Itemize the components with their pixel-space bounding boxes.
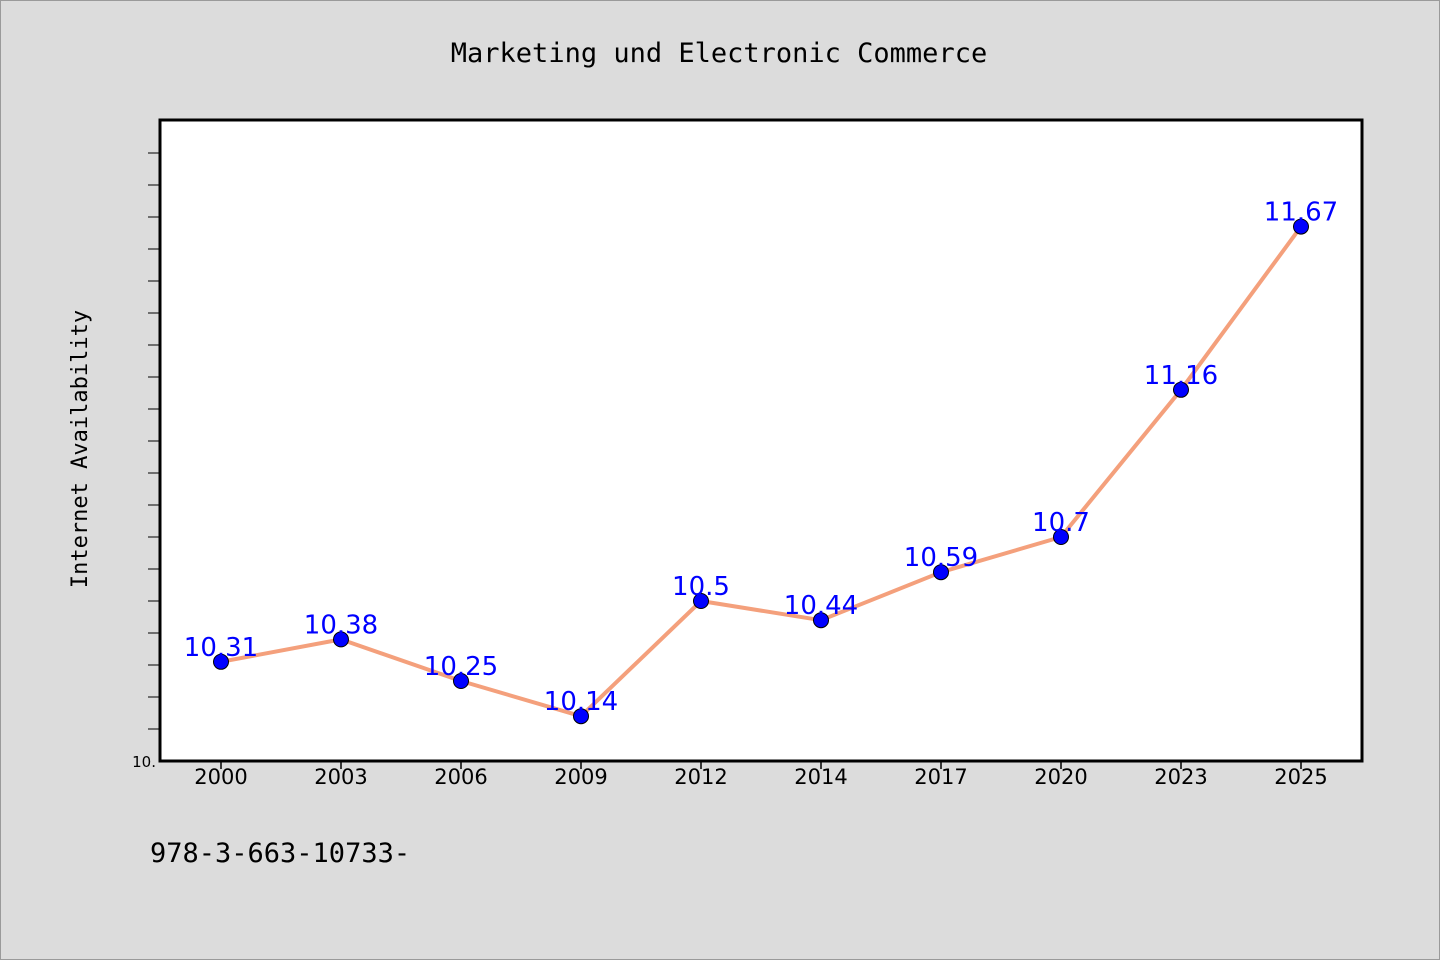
y-axis-label: Internet Availability	[68, 310, 93, 588]
data-label: 10.5	[672, 572, 730, 602]
data-point	[933, 564, 949, 581]
x-tick-label: 2025	[1274, 765, 1327, 789]
data-label: 10.14	[544, 687, 618, 717]
data-point	[333, 631, 349, 648]
x-tick-label: 2023	[1154, 765, 1207, 789]
data-point	[813, 612, 829, 629]
data-label: 10.7	[1032, 508, 1090, 538]
data-point	[693, 593, 709, 609]
marker-group	[213, 218, 1309, 725]
x-tick-label: 2003	[314, 765, 367, 789]
y-tick-label: 10.	[132, 753, 156, 771]
series-group	[219, 224, 1303, 719]
data-label: 10.31	[184, 633, 258, 663]
data-label: 10.25	[424, 652, 498, 682]
x-tick-label: 2014	[794, 765, 847, 789]
chart-title: Marketing und Electronic Commerce	[451, 38, 987, 69]
data-label-group: 10.31 10.38 10.25 10.14 10.5 10.44 10.59 10.7 11…	[184, 198, 1338, 718]
data-label: 10.44	[784, 591, 858, 621]
x-axis-ticks: 2000 2003 2006 2009 2012 2014 2017 2020 2023 2025	[194, 761, 1328, 789]
x-tick-label: 2020	[1034, 765, 1087, 789]
data-point	[1173, 381, 1189, 398]
data-label: 10.38	[304, 610, 378, 640]
x-tick-label: 2012	[674, 765, 727, 789]
footer-isbn: 978-3-663-10733-	[150, 838, 410, 869]
y-axis-ticks: 10.	[132, 152, 160, 771]
data-point	[453, 673, 469, 689]
x-tick-label: 2006	[434, 765, 487, 789]
data-label: 11.67	[1264, 198, 1338, 228]
data-point	[573, 708, 589, 725]
data-label: 10.59	[904, 543, 978, 573]
plot-area	[158, 118, 1364, 763]
x-tick-label: 2009	[554, 765, 607, 789]
data-point	[1293, 218, 1309, 235]
data-label: 11.16	[1144, 361, 1218, 391]
x-tick-label: 2017	[914, 765, 967, 789]
x-tick-label: 2000	[194, 765, 247, 789]
series-line	[219, 224, 1303, 719]
data-point	[1053, 529, 1069, 545]
data-point	[213, 653, 229, 670]
